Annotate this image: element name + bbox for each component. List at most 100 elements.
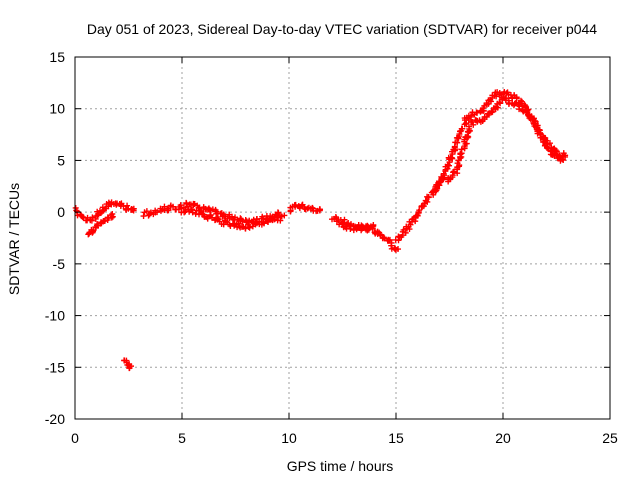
data-point xyxy=(463,140,470,147)
data-point xyxy=(182,207,189,214)
x-tick-label: 15 xyxy=(388,430,404,446)
data-point xyxy=(90,227,97,234)
data-point xyxy=(381,235,388,242)
data-layer xyxy=(72,89,569,372)
data-point xyxy=(556,152,563,159)
data-point xyxy=(483,113,490,120)
data-point xyxy=(350,227,357,234)
series-outlier-cluster xyxy=(121,357,135,372)
data-point xyxy=(436,179,443,186)
data-point xyxy=(562,152,569,159)
data-point xyxy=(347,222,354,229)
x-tick-label: 10 xyxy=(281,430,297,446)
data-point xyxy=(265,219,272,226)
y-tick-label: -5 xyxy=(53,256,66,272)
data-point xyxy=(183,200,190,207)
x-tick-label: 20 xyxy=(495,430,511,446)
data-point xyxy=(214,215,221,222)
data-point xyxy=(432,185,439,192)
data-point xyxy=(109,210,116,217)
data-point xyxy=(534,122,541,129)
data-point xyxy=(101,217,108,224)
data-point xyxy=(447,154,454,161)
y-tick-label: -15 xyxy=(45,359,65,375)
data-point xyxy=(154,209,161,216)
chart-title: Day 051 of 2023, Sidereal Day-to-day VTE… xyxy=(87,21,597,37)
series-main xyxy=(72,89,569,253)
y-tick-label: 0 xyxy=(57,204,65,220)
data-point xyxy=(89,214,96,221)
data-point xyxy=(456,163,463,170)
data-point xyxy=(130,207,137,214)
data-point xyxy=(419,203,426,210)
data-point xyxy=(537,130,544,137)
data-point xyxy=(124,202,131,209)
data-point xyxy=(237,215,244,222)
data-point xyxy=(497,100,504,107)
data-point xyxy=(560,157,567,164)
data-point xyxy=(165,207,172,214)
data-point xyxy=(177,202,184,209)
data-point xyxy=(406,226,413,233)
data-point xyxy=(451,144,458,151)
data-point xyxy=(341,216,348,223)
data-point xyxy=(465,123,472,130)
x-tick-label: 25 xyxy=(602,430,618,446)
y-tick-label: 15 xyxy=(49,49,65,65)
data-point xyxy=(370,223,377,230)
data-point xyxy=(316,207,323,214)
x-axis-label: GPS time / hours xyxy=(287,458,394,474)
data-point xyxy=(425,193,432,200)
x-tick-label: 0 xyxy=(71,430,79,446)
data-point xyxy=(543,137,550,144)
data-point xyxy=(143,208,150,215)
data-point xyxy=(458,146,465,153)
data-point xyxy=(424,198,431,205)
data-point xyxy=(208,214,215,221)
y-tick-label: 5 xyxy=(57,152,65,168)
data-point xyxy=(416,207,423,214)
y-tick-label: -10 xyxy=(45,308,65,324)
data-point xyxy=(246,217,253,224)
plot-frame xyxy=(74,56,611,420)
data-point xyxy=(473,109,480,116)
data-point xyxy=(553,149,560,156)
data-point xyxy=(461,145,468,152)
data-point xyxy=(470,121,477,128)
data-point xyxy=(496,99,503,106)
data-point xyxy=(395,246,402,253)
data-point xyxy=(449,151,456,158)
data-point xyxy=(468,112,475,119)
data-point xyxy=(275,214,282,221)
data-point xyxy=(245,224,252,231)
data-point xyxy=(493,93,500,100)
data-point xyxy=(529,115,536,122)
y-tick-label: 10 xyxy=(49,101,65,117)
x-tick-label: 5 xyxy=(178,430,186,446)
data-point xyxy=(102,205,109,212)
data-point xyxy=(469,118,476,125)
grid-layer xyxy=(75,57,610,419)
data-point xyxy=(388,239,395,246)
data-point xyxy=(271,216,278,223)
data-point xyxy=(459,125,466,132)
data-point xyxy=(281,212,288,219)
data-point xyxy=(277,217,284,224)
data-point xyxy=(546,140,553,147)
data-point xyxy=(450,169,457,176)
data-point xyxy=(386,236,393,243)
data-point xyxy=(559,156,566,163)
data-point xyxy=(190,200,197,207)
data-point xyxy=(287,207,294,214)
y-axis-label: SDTVAR / TECUs xyxy=(6,183,22,295)
data-point xyxy=(520,108,527,115)
data-point xyxy=(259,213,266,220)
tick-layer: 0 5 10 15 20 25 -20 -15 -10 -5 0 5 10 15 xyxy=(45,49,618,446)
y-tick-label: -20 xyxy=(45,411,65,427)
data-point xyxy=(489,108,496,115)
data-point xyxy=(339,220,346,227)
data-point xyxy=(542,136,549,143)
data-point xyxy=(188,206,195,213)
